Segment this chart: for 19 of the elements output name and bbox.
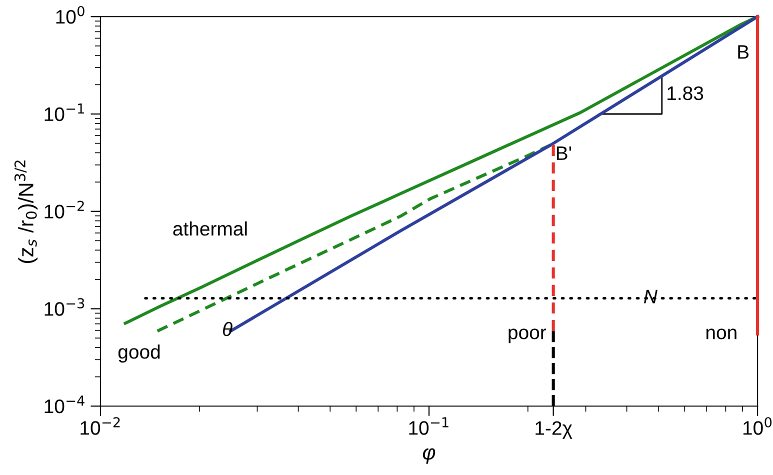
x-tick-label: 10$^{−2}$ — [80, 417, 120, 435]
x-tick-label: 10$^{0}$ — [743, 417, 772, 435]
annotation: non — [706, 328, 736, 340]
y-tick-label: 10$^{0}$ — [56, 6, 84, 24]
annotation: athermal — [173, 221, 247, 236]
x-axis-title: φ — [422, 448, 436, 464]
y-tick-label: 10$^{−1}$ — [44, 104, 84, 122]
annotation: 1.83 — [668, 86, 704, 100]
annotation: θ — [222, 322, 232, 336]
annotation: B — [738, 45, 749, 59]
y-tick-label: 10$^{−2}$ — [44, 200, 84, 218]
annotation: B' — [556, 146, 572, 160]
y-tick-label: 10$^{−4}$ — [44, 396, 84, 414]
annotation: poor — [508, 328, 546, 344]
x-tick-label: 10$^{−1}$ — [409, 417, 448, 435]
x-tick-label: 1-2χ — [536, 421, 572, 439]
annotation: good — [118, 344, 160, 363]
y-tick-label: 10$^{−3}$ — [44, 298, 84, 316]
y-axis-title: (z$_{s}$ /r$_{0}$)/N$^{3/2}$ — [14, 160, 38, 263]
